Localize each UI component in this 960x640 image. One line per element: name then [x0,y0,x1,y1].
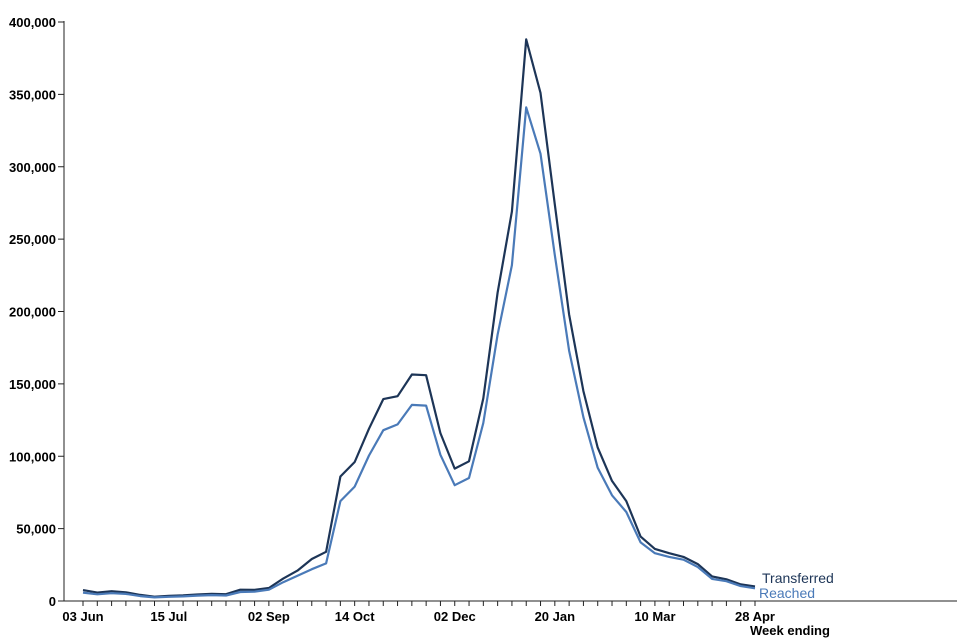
series-lines [82,38,756,599]
x-tick-label: 14 Oct [335,609,375,624]
y-ticks: 0 50,000 100,000 150,000 200,000 250,000 300,0… [9,15,64,609]
y-axis: 0 50,000 100,000 150,000 200,000 250,000 300,0… [9,15,65,609]
y-tick-label: 150,000 [9,377,56,392]
y-tick-label: 250,000 [9,232,56,247]
x-tick-label: 03 Jun [62,609,103,624]
series-label-reached: Reached [759,585,815,601]
x-axis: 03 Jun 15 Jul 02 Sep 14 Oct 02 Dec 20 Jan 10 M… [62,600,957,638]
series-label-transferred: Transferred [762,570,834,586]
y-tick-label: 200,000 [9,305,56,320]
x-tick-label: 02 Dec [434,609,476,624]
y-tick-label: 0 [49,594,56,609]
y-tick-label: 400,000 [9,15,56,30]
y-tick-label: 100,000 [9,449,56,464]
x-tick-label: 28 Apr [735,609,775,624]
x-ticks: 03 Jun 15 Jul 02 Sep 14 Oct 02 Dec 20 Jan 10 M… [62,601,775,624]
x-tick-label: 20 Jan [535,609,576,624]
y-tick-label: 350,000 [9,87,56,102]
x-axis-title: Week ending [750,623,830,638]
series-line-transferred [82,38,756,598]
y-tick-label: 300,000 [9,160,56,175]
y-tick-label: 50,000 [16,522,56,537]
series-line-reached [82,106,756,599]
x-tick-label: 10 Mar [634,609,675,624]
x-tick-label: 15 Jul [150,609,187,624]
x-tick-label: 02 Sep [248,609,290,624]
